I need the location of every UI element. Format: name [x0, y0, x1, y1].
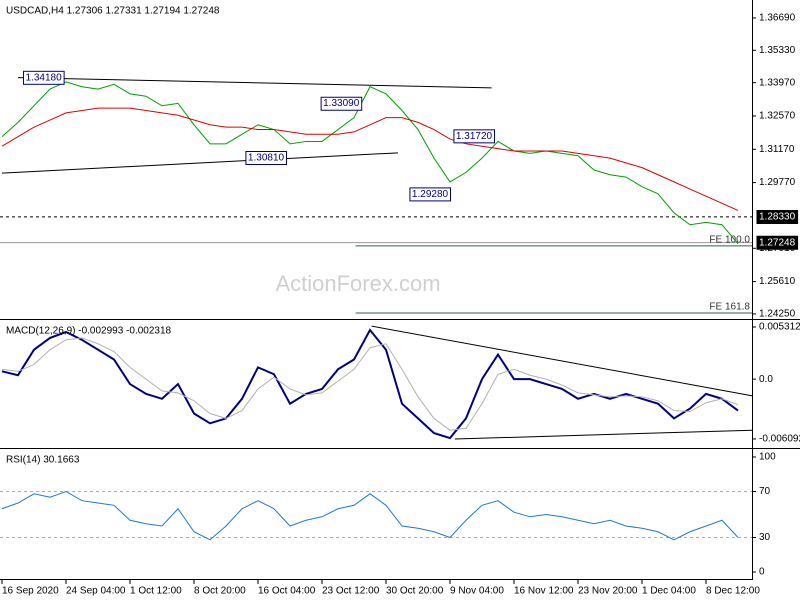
swing-label: 1.33090 — [323, 98, 360, 109]
panel-title: USDCAD,H4 1.27306 1.27331 1.27194 1.2724… — [6, 6, 220, 17]
last-price-label: 1.27248 — [759, 237, 796, 248]
x-tick-label: 1 Dec 04:00 — [642, 586, 696, 597]
swing-label: 1.30810 — [248, 152, 285, 163]
x-tick-label: 8 Dec 12:00 — [706, 586, 760, 597]
y-tick-label: 1.32570 — [759, 111, 796, 122]
trendline — [454, 429, 753, 440]
swing-label: 1.34180 — [26, 72, 63, 83]
swing-label-box — [23, 70, 65, 85]
fib-label: FE 100.0 — [709, 235, 750, 246]
series-line — [1, 107, 739, 211]
x-tick-label: 30 Oct 20:00 — [386, 586, 444, 597]
y-tick-label: 1.24250 — [759, 309, 796, 320]
y-tick-label: -0.006092 — [759, 434, 800, 445]
trendline — [17, 77, 492, 89]
swing-label-box — [320, 96, 363, 111]
y-tick-label: 1.33970 — [759, 77, 796, 88]
last-price-label-box — [756, 235, 799, 250]
x-tick-label: 8 Oct 20:00 — [194, 586, 246, 597]
horizontal-line-label: 1.28330 — [759, 212, 796, 223]
y-tick-label: 1.35330 — [759, 45, 796, 56]
trendline — [1, 152, 399, 174]
swing-label-box — [245, 150, 288, 165]
horizontal-line-label-box — [756, 210, 799, 225]
x-tick-label: 23 Oct 12:00 — [322, 586, 380, 597]
trendline — [371, 325, 753, 397]
y-tick-label: 0 — [759, 567, 765, 578]
panel-title: MACD(12,26,9) -0.002993 -0.002318 — [6, 326, 172, 337]
x-tick-label: 16 Nov 12:00 — [514, 586, 574, 597]
watermark: ActionForex.com — [275, 271, 440, 296]
x-tick-label: 23 Nov 20:00 — [578, 586, 638, 597]
series-line — [1, 490, 739, 541]
y-tick-label: 0.0 — [759, 374, 773, 385]
x-tick-label: 16 Oct 04:00 — [258, 586, 316, 597]
swing-label-box — [409, 187, 452, 202]
x-tick-label: 16 Sep 2020 — [2, 586, 59, 597]
x-tick-label: 24 Sep 04:00 — [66, 586, 126, 597]
swing-label: 1.29280 — [412, 189, 449, 200]
y-tick-label: 0.005312 — [759, 322, 800, 333]
swing-label-box — [453, 129, 496, 144]
series-line — [1, 328, 739, 440]
y-tick-label: 1.36690 — [759, 13, 796, 24]
panel-title: RSI(14) 30.1663 — [6, 455, 80, 466]
x-tick-label: 1 Oct 12:00 — [130, 586, 182, 597]
y-tick-label: 1.25610 — [759, 276, 796, 287]
y-tick-label: 30 — [759, 532, 771, 543]
fib-label: FE 161.8 — [709, 302, 750, 313]
y-tick-label: 100 — [759, 452, 776, 463]
series-line — [1, 81, 739, 245]
y-tick-label: 1.31170 — [759, 144, 795, 155]
swing-label: 1.31720 — [456, 131, 493, 142]
series-line — [1, 337, 739, 431]
y-tick-label: 70 — [759, 486, 771, 497]
x-tick-label: 9 Nov 04:00 — [450, 586, 504, 597]
y-tick-label: 1.29770 — [759, 177, 796, 188]
